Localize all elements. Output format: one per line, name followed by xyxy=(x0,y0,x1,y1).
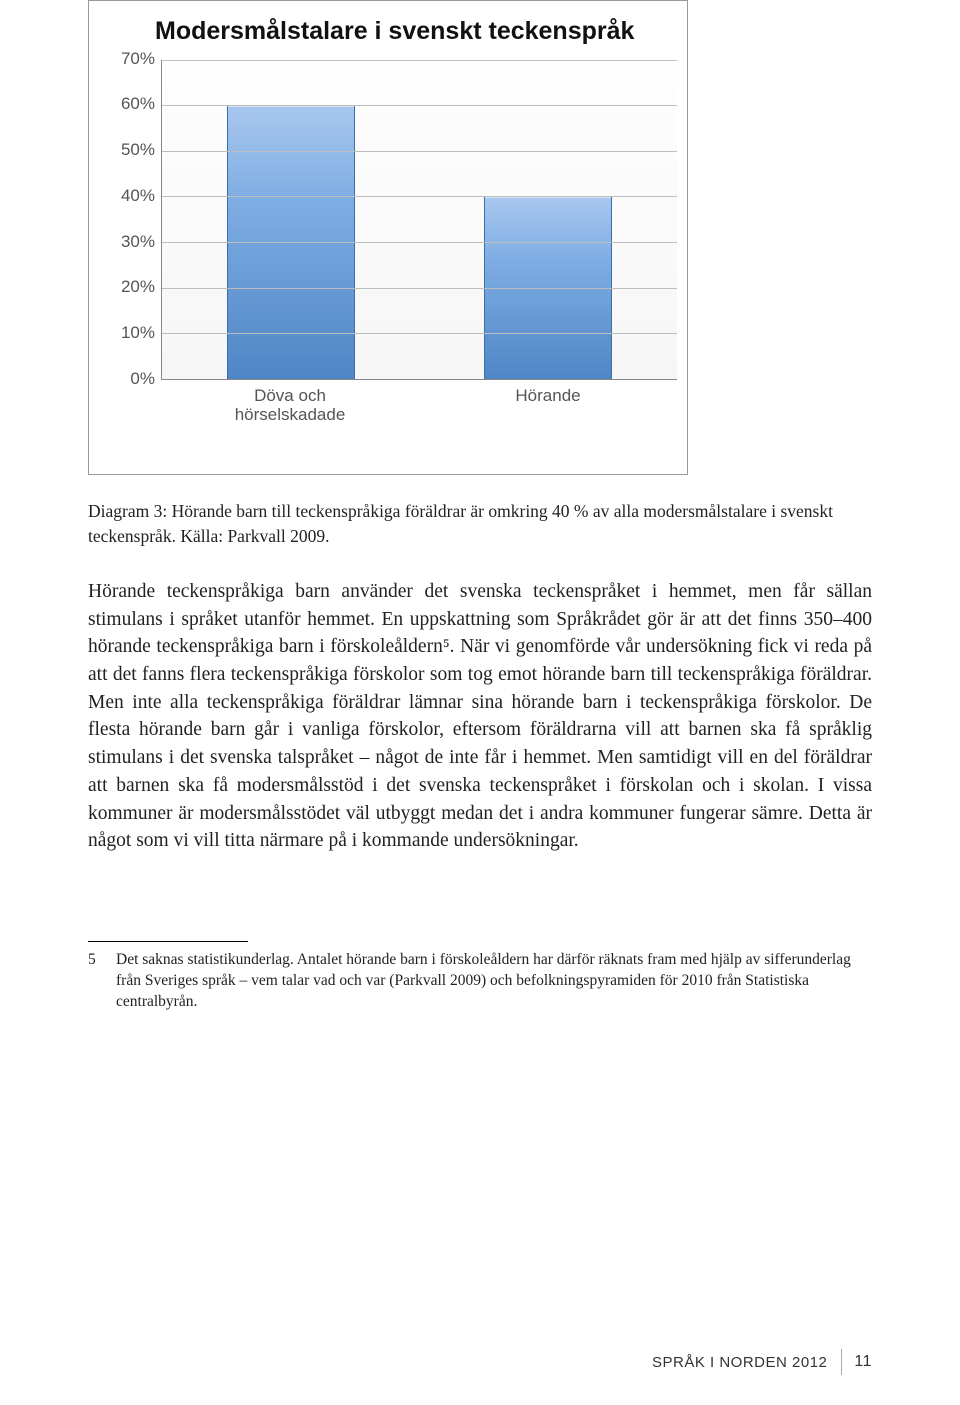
chart-gridline xyxy=(162,60,677,61)
footer-separator xyxy=(841,1349,842,1375)
page-number: 11 xyxy=(854,1353,872,1371)
page-footer: SPRÅK I NORDEN 2012 11 xyxy=(652,1349,872,1375)
footnote-number: 5 xyxy=(88,950,116,1013)
footnote-rule xyxy=(88,941,248,942)
body-paragraph: Hörande teckenspråkiga barn använder det… xyxy=(88,578,872,855)
publication-name: SPRÅK I NORDEN 2012 xyxy=(652,1354,827,1371)
chart-plot: 70%60%50%40%30%20%10%0% xyxy=(107,60,677,380)
chart-gridline xyxy=(162,242,677,243)
chart-caption: Diagram 3: Hörande barn till teckenspråk… xyxy=(88,499,872,548)
chart-gridline xyxy=(162,288,677,289)
chart-title: Modersmålstalare i svenskt teckenspråk xyxy=(155,17,677,46)
chart-bar-slot xyxy=(420,60,678,379)
chart-x-label: Döva och hörselskadade xyxy=(161,386,419,425)
chart-x-axis: Döva och hörselskadadeHörande xyxy=(161,386,677,425)
chart-gridline xyxy=(162,105,677,106)
chart-gridline xyxy=(162,196,677,197)
chart-bars xyxy=(162,60,677,379)
chart-gridline xyxy=(162,151,677,152)
chart-y-axis: 70%60%50%40%30%20%10%0% xyxy=(107,60,161,380)
chart-bar-slot xyxy=(162,60,420,379)
footnote-text: Det saknas statistikunderlag. Antalet hö… xyxy=(116,950,872,1013)
footnote: 5 Det saknas statistikunderlag. Antalet … xyxy=(88,950,872,1013)
chart-x-label: Hörande xyxy=(419,386,677,425)
chart-container: Modersmålstalare i svenskt teckenspråk 7… xyxy=(88,0,688,475)
chart-plot-area xyxy=(161,60,677,380)
chart-gridline xyxy=(162,333,677,334)
